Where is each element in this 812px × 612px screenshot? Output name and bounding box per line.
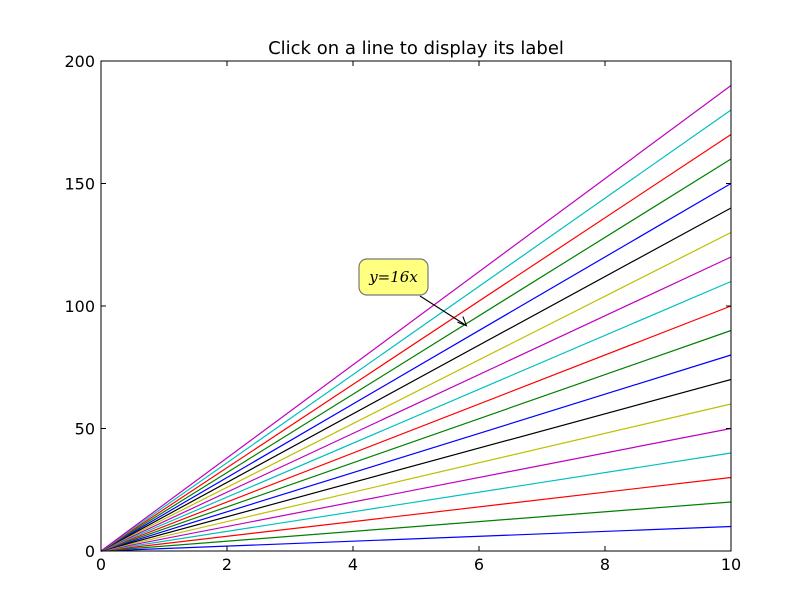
x-tick-label: 6 bbox=[474, 555, 484, 574]
series-line-2[interactable] bbox=[100, 501, 732, 552]
x-tick-label: 8 bbox=[600, 555, 610, 574]
x-tick-label: 2 bbox=[222, 555, 232, 574]
series-line-9[interactable] bbox=[100, 329, 732, 552]
y-tick-label: 150 bbox=[64, 175, 95, 194]
series-line-4[interactable] bbox=[100, 452, 732, 552]
series-line-18[interactable] bbox=[100, 109, 732, 552]
x-tick-label: 4 bbox=[348, 555, 358, 574]
annotation-box bbox=[358, 258, 429, 296]
series-layer bbox=[100, 85, 732, 552]
x-tick-label: 0 bbox=[96, 555, 106, 574]
series-line-17[interactable] bbox=[100, 133, 732, 552]
series-line-6[interactable] bbox=[100, 403, 732, 552]
series-line-5[interactable] bbox=[100, 427, 732, 552]
series-line-3[interactable] bbox=[100, 476, 732, 552]
x-tick-label: 10 bbox=[721, 555, 741, 574]
annotation-layer: y=16x bbox=[358, 258, 468, 327]
series-line-15[interactable] bbox=[100, 182, 732, 552]
series-line-19[interactable] bbox=[100, 85, 732, 552]
series-line-10[interactable] bbox=[100, 305, 732, 552]
series-line-16[interactable] bbox=[100, 158, 732, 552]
y-tick-label: 200 bbox=[64, 52, 95, 71]
series-line-7[interactable] bbox=[100, 378, 732, 552]
annotation-arrowhead bbox=[457, 316, 468, 327]
annotation-arrow bbox=[419, 295, 467, 327]
series-line-14[interactable] bbox=[100, 207, 732, 552]
y-tick-label: 100 bbox=[64, 297, 95, 316]
annotation-label: y=16x bbox=[368, 268, 418, 286]
series-line-12[interactable] bbox=[100, 256, 732, 552]
series-line-8[interactable] bbox=[100, 354, 732, 552]
series-line-1[interactable] bbox=[100, 525, 732, 552]
y-tick-label: 50 bbox=[75, 420, 95, 439]
series-line-13[interactable] bbox=[100, 231, 732, 552]
chart-title: Click on a line to display its label bbox=[268, 38, 564, 59]
series-line-11[interactable] bbox=[100, 280, 732, 552]
y-tick-label: 0 bbox=[85, 542, 95, 561]
